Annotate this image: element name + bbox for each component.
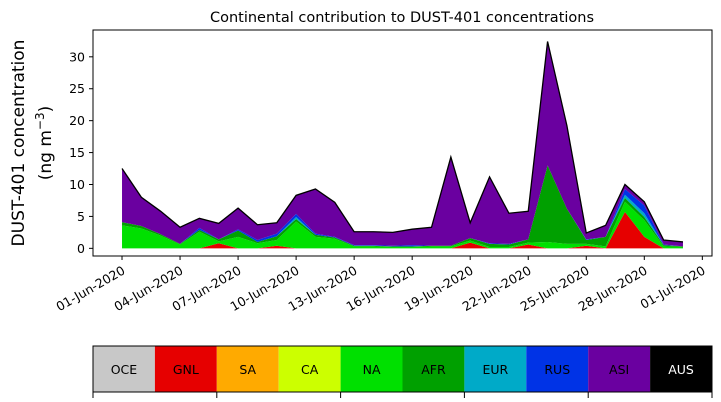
y-tick-label: 5 [77,209,85,224]
y-tick-label: 10 [69,177,85,192]
colorbar-swatch-sa [216,346,279,392]
colorbar-label-oce: OCE [111,362,138,377]
colorbar-label-sa: SA [239,362,256,377]
area-gnl [122,211,683,249]
colorbar-label-asi: ASI [609,362,629,377]
colorbar-swatch-gnl [154,346,217,392]
area-asi [122,41,683,247]
colorbar-label-afr: AFR [421,362,446,377]
area-na [122,201,683,249]
area-afr [122,165,683,248]
y-axis-label: DUST-401 concentration (ng m−3) [9,40,56,247]
total-outline [121,41,684,243]
legend-colorbar: OCE GNL SA CA NA AFR EUR RUS ASI AUS [92,345,713,398]
colorbar-swatch-eur [464,346,527,392]
colorbar-label-gnl: GNL [173,362,199,377]
plot-frame [92,29,713,257]
area-aus [122,41,683,242]
y-axis-label-line2: (ng m−3) [33,106,56,181]
colorbar-label-aus: AUS [668,362,694,377]
y-axis-unit-exponent: −3 [33,112,47,130]
colorbar-swatch-asi [588,346,651,392]
colorbar-swatch-rus [526,346,589,392]
colorbar-label-rus: RUS [544,362,570,377]
colorbar-swatch-na [340,346,403,392]
colorbar-swatch-aus [650,346,712,392]
chart-title: Continental contribution to DUST-401 con… [210,10,594,26]
y-axis-unit: (ng m [36,130,56,180]
y-tick-label: 0 [77,241,85,256]
y-axis-unit-close: ) [36,106,56,113]
colorbar-frame [92,345,713,393]
y-axis: 0 5 10 15 20 25 30 [69,49,93,256]
colorbar-swatch-oce [93,346,155,392]
area-series [122,41,683,249]
y-tick-label: 15 [69,145,85,160]
x-tick-label: 01-Jul-2020 [638,263,708,312]
colorbar-swatch-ca [278,346,341,392]
y-tick-label: 30 [69,49,85,64]
colorbar-swatch-afr [402,346,465,392]
y-axis-label-line1: DUST-401 concentration [9,40,29,247]
x-axis: 01-Jun-202004-Jun-202007-Jun-202010-Jun-… [53,256,708,314]
colorbar-label-ca: CA [301,362,319,377]
y-tick-label: 20 [69,113,85,128]
y-tick-label: 25 [69,81,85,96]
colorbar-label-eur: EUR [482,362,508,377]
colorbar-label-na: NA [363,362,381,377]
